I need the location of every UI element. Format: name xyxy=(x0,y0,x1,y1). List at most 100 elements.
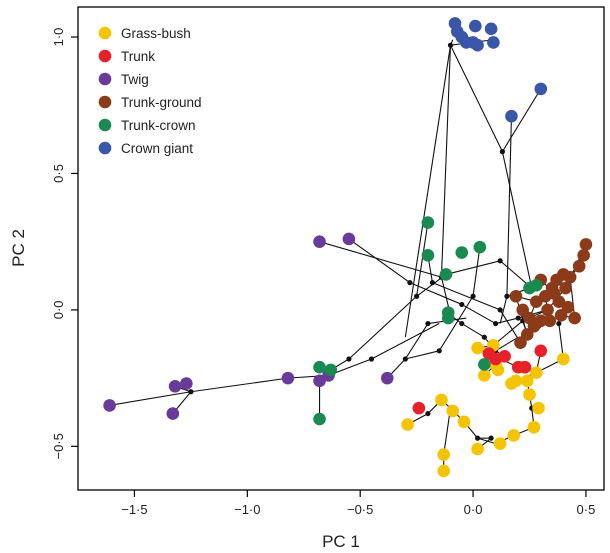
tree-node-12 xyxy=(429,280,436,286)
point-twig-1 xyxy=(342,232,356,246)
point-twig-3 xyxy=(166,407,180,420)
tree-node-22 xyxy=(346,356,352,362)
point-twig-4 xyxy=(168,380,182,393)
legend-label-0: Grass-bush xyxy=(121,26,191,41)
tree-edge-33 xyxy=(499,296,508,324)
point-crown-giant-7 xyxy=(484,22,498,36)
point-crown-giant-6 xyxy=(471,38,484,52)
y-axis-title: PC 2 xyxy=(9,229,28,267)
tree-edge-26 xyxy=(438,295,474,352)
point-crown-giant-3 xyxy=(469,19,482,33)
legend-marker-0 xyxy=(98,26,112,40)
point-grass-bush-3 xyxy=(437,448,451,461)
point-grass-bush-21 xyxy=(471,341,484,355)
tree-node-18 xyxy=(504,293,510,299)
point-trunk-ground-16 xyxy=(516,303,530,317)
legend-label-4: Trunk-crown xyxy=(121,118,196,133)
x-tick-label-3: 0·0 xyxy=(464,502,483,517)
x-tick-label-1: −1·0 xyxy=(234,502,260,517)
point-trunk-ground-18 xyxy=(548,287,561,300)
tree-node-14 xyxy=(470,293,476,299)
tree-edge-31 xyxy=(506,116,512,297)
tree-node-24 xyxy=(497,258,503,264)
point-trunk-ground-24 xyxy=(559,281,572,295)
point-grass-bush-0 xyxy=(401,418,414,431)
point-crown-giant-9 xyxy=(505,109,518,123)
point-trunk-0 xyxy=(412,401,426,415)
legend-label-2: Twig xyxy=(121,72,149,87)
data-points xyxy=(103,17,593,478)
tree-edge-7 xyxy=(319,241,442,278)
legend-marker-4 xyxy=(98,118,112,132)
tree-edge-11 xyxy=(461,323,485,338)
point-trunk-ground-12 xyxy=(541,303,554,317)
point-grass-bush-7 xyxy=(493,437,507,450)
point-trunk-ground-22 xyxy=(509,289,523,303)
tree-edge-23 xyxy=(432,282,501,311)
point-grass-bush-1 xyxy=(435,393,448,407)
x-axis-title: PC 1 xyxy=(322,532,360,551)
y-tick-label-2: 0·5 xyxy=(51,164,66,183)
tree-edge-6 xyxy=(440,45,452,278)
tree-edge-14 xyxy=(495,336,519,352)
tree-node-23 xyxy=(414,293,420,299)
tree-edge-80 xyxy=(493,320,524,346)
tree-edge-48 xyxy=(445,260,501,275)
tree-edge-3 xyxy=(501,88,542,152)
point-crown-giant-10 xyxy=(534,82,548,96)
tree-node-16 xyxy=(402,356,408,362)
tree-node-28 xyxy=(488,435,494,441)
tree-node-15 xyxy=(436,348,442,354)
point-grass-bush-4 xyxy=(437,464,451,478)
tree-node-32 xyxy=(556,320,562,327)
point-grass-bush-14 xyxy=(505,377,518,390)
tree-edge-2 xyxy=(449,44,503,152)
x-tick-label-2: −0·5 xyxy=(347,502,373,517)
tree-edge-35 xyxy=(190,377,289,393)
legend-marker-5 xyxy=(98,141,112,155)
tree-edge-29 xyxy=(404,323,429,360)
point-trunk-5 xyxy=(518,360,532,374)
point-trunk-6 xyxy=(534,344,548,358)
tree-node-20 xyxy=(368,356,375,362)
point-twig-5 xyxy=(180,377,193,390)
point-trunk-crown-2 xyxy=(439,268,453,281)
tree-edge-89 xyxy=(569,277,576,319)
x-tick-label-4: 0·5 xyxy=(577,502,596,517)
tree-node-19 xyxy=(188,389,194,395)
tree-edge-4 xyxy=(501,151,533,289)
tree-edge-17 xyxy=(461,303,496,325)
point-trunk-crown-10 xyxy=(324,363,338,377)
point-grass-bush-10 xyxy=(532,401,545,415)
point-grass-bush-9 xyxy=(527,420,541,434)
tree-node-27 xyxy=(474,435,481,441)
legend-label-3: Trunk-ground xyxy=(121,95,202,110)
point-trunk-crown-6 xyxy=(529,279,543,292)
legend-marker-2 xyxy=(98,72,112,86)
tree-edge-16 xyxy=(409,282,462,305)
point-trunk-crown-3 xyxy=(455,246,469,259)
tree-node-4 xyxy=(459,320,465,327)
point-trunk-ground-21 xyxy=(514,336,527,349)
tree-edge-46 xyxy=(416,222,429,297)
point-trunk-crown-0 xyxy=(421,216,435,229)
point-trunk-crown-4 xyxy=(473,240,487,254)
point-trunk-crown-12 xyxy=(478,358,491,371)
point-trunk-ground-1 xyxy=(577,249,590,262)
point-twig-7 xyxy=(313,374,326,388)
tree-edge-15 xyxy=(348,238,411,284)
point-twig-0 xyxy=(313,235,326,248)
legend-label-1: Trunk xyxy=(121,49,155,64)
tree-node-7 xyxy=(407,280,413,286)
tree-edge-25 xyxy=(472,247,481,297)
tree-node-5 xyxy=(481,334,487,340)
point-grass-bush-12 xyxy=(520,374,534,388)
point-grass-bush-11 xyxy=(523,388,536,401)
point-trunk-3 xyxy=(498,349,511,363)
y-tick-label-3: 1·0 xyxy=(51,28,66,47)
point-trunk-ground-17 xyxy=(529,295,543,309)
point-grass-bush-15 xyxy=(529,366,543,379)
tree-node-17 xyxy=(425,320,431,327)
tree-edge-45 xyxy=(348,295,418,360)
